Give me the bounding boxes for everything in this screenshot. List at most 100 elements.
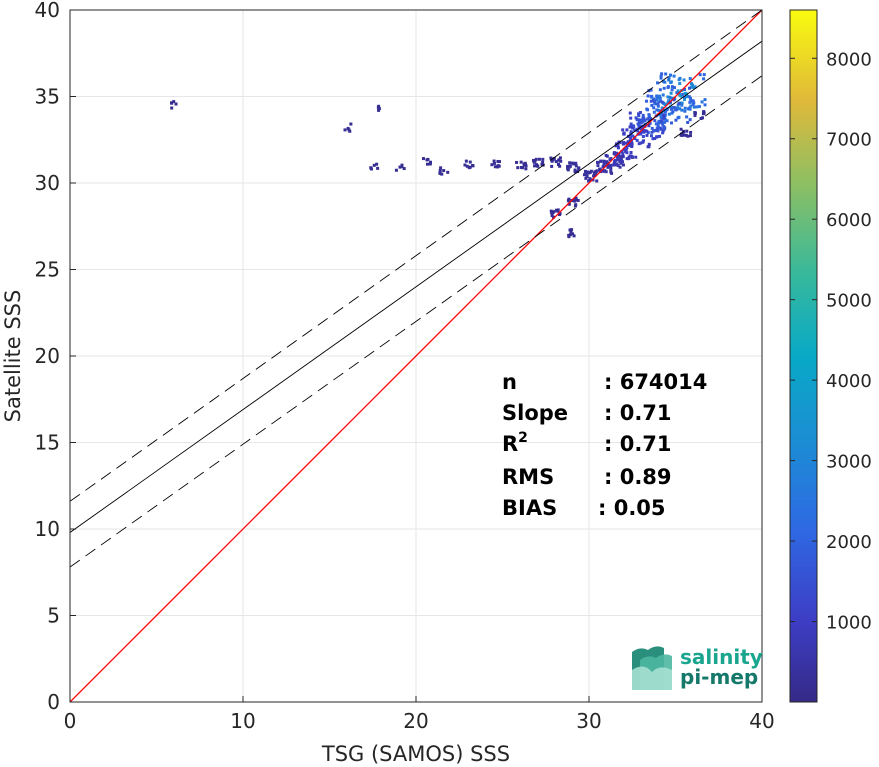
density-cell: [571, 232, 575, 236]
colorbar-tick-label: 2000: [826, 532, 872, 553]
density-cell: [681, 92, 685, 96]
density-cell: [438, 171, 442, 175]
density-cell: [631, 134, 635, 138]
density-cell: [556, 209, 560, 213]
density-cell: [662, 116, 666, 120]
density-cell: [615, 155, 619, 159]
density-cell: [377, 107, 381, 111]
density-cell: [674, 118, 678, 122]
density-cell: [349, 122, 353, 126]
density-cell: [570, 228, 574, 232]
density-cell: [638, 125, 642, 129]
colorbar: 1000 2000 3000 4000 5000 6000 7000 8000: [789, 9, 872, 703]
density-cell: [587, 179, 591, 183]
density-cell: [663, 120, 667, 124]
density-cell: [468, 165, 472, 169]
density-cell: [659, 116, 663, 120]
density-cell: [659, 119, 663, 123]
density-cell: [659, 76, 663, 80]
density-cell: [672, 105, 676, 109]
density-cell: [622, 141, 626, 145]
density-cell: [688, 118, 692, 122]
density-cell: [377, 108, 381, 112]
density-cell: [631, 124, 635, 128]
density-cell: [670, 85, 674, 89]
density-cell: [645, 129, 649, 133]
density-cell: [492, 159, 496, 163]
density-cell: [689, 104, 693, 108]
density-cell: [552, 215, 556, 219]
density-cell: [642, 116, 646, 120]
density-cell: [686, 134, 690, 138]
density-cell: [702, 77, 706, 81]
density-cell: [678, 76, 682, 80]
density-cell: [170, 106, 174, 110]
density-cell: [677, 102, 681, 106]
density-cell: [497, 164, 501, 168]
density-cell: [691, 85, 695, 89]
density-cell: [641, 113, 645, 117]
density-cell: [625, 145, 629, 149]
y-tick-label: 25: [35, 258, 60, 282]
density-cell: [429, 160, 433, 164]
density-cell: [622, 147, 626, 151]
density-cell: [669, 91, 673, 95]
density-cell: [583, 169, 587, 173]
density-cell: [400, 163, 404, 167]
density-cell: [524, 167, 528, 171]
density-cell: [593, 173, 597, 177]
colorbar-tick-label: 4000: [826, 371, 872, 392]
density-cell: [552, 157, 556, 161]
density-cell: [641, 140, 645, 144]
density-cell: [637, 142, 641, 146]
density-cell: [658, 134, 662, 138]
density-cell: [573, 199, 577, 203]
density-cell: [497, 160, 501, 164]
density-cell: [668, 73, 672, 77]
density-cell: [654, 122, 658, 126]
stat-value: : 0.71: [604, 432, 672, 456]
density-cell: [596, 161, 600, 165]
density-cell: [657, 94, 661, 98]
density-cell: [663, 103, 667, 107]
y-tick-label: 10: [35, 517, 60, 541]
density-cell: [549, 156, 553, 160]
density-cell: [688, 100, 692, 104]
y-tick-label: 5: [47, 604, 60, 628]
density-cell: [663, 110, 667, 114]
density-cell: [629, 116, 633, 120]
density-cell: [550, 214, 554, 218]
density-cell: [606, 165, 610, 169]
density-cell: [634, 155, 638, 159]
density-cell: [664, 72, 668, 76]
density-cell: [641, 119, 645, 123]
density-cell: [657, 108, 661, 112]
density-cell: [665, 119, 669, 123]
density-cell: [574, 161, 578, 165]
colorbar-tick-label: 7000: [826, 130, 872, 151]
density-cell: [614, 158, 618, 162]
density-cell: [584, 176, 588, 180]
density-cell: [608, 158, 612, 162]
density-cell: [402, 167, 406, 171]
density-cell: [655, 96, 659, 100]
density-cell: [521, 166, 525, 170]
density-cell: [652, 106, 656, 110]
colorbar-tick-label: 6000: [826, 210, 872, 231]
density-cell: [618, 155, 622, 159]
density-cell: [493, 165, 497, 169]
density-cell: [666, 95, 670, 99]
density-cell: [643, 129, 647, 133]
density-cell: [661, 93, 665, 97]
density-cell: [662, 124, 666, 128]
density-cell: [537, 157, 541, 161]
density-cell: [657, 100, 661, 104]
density-cell: [582, 173, 586, 177]
density-cell: [668, 105, 672, 109]
colorbar-tick-label: 5000: [826, 291, 872, 312]
density-cell: [532, 158, 536, 162]
density-cell: [675, 91, 679, 95]
density-cell: [172, 100, 176, 104]
density-cell: [643, 118, 647, 122]
